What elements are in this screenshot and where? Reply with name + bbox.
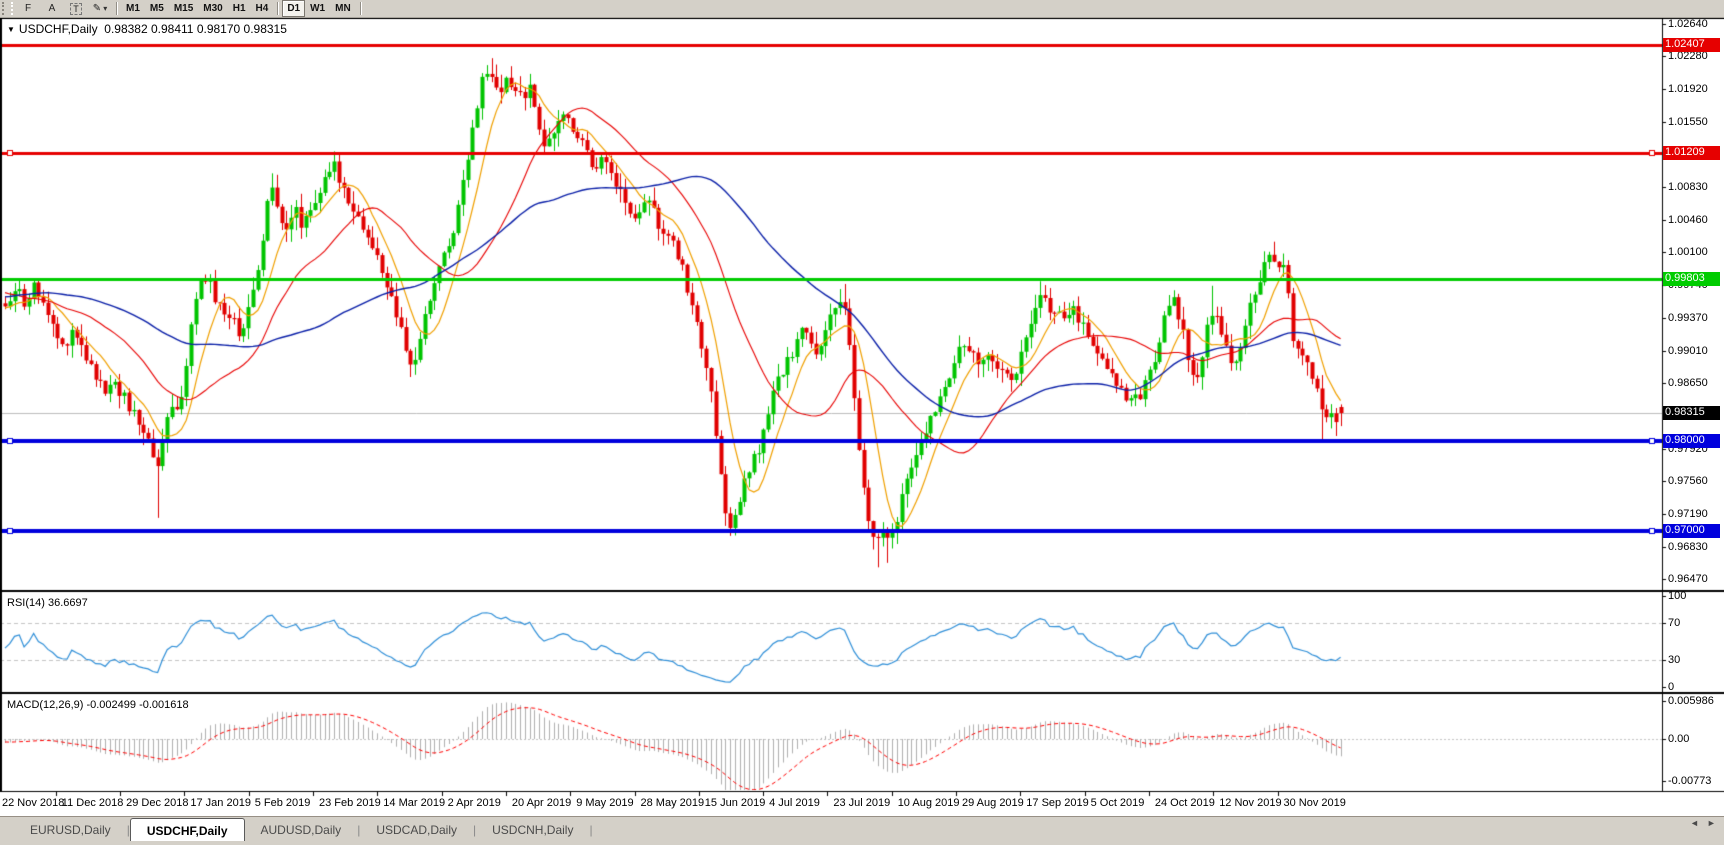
chart-symbol-label: USDCHF,Daily [18, 22, 98, 36]
date-axis-label: 29 Aug 2019 [962, 797, 1024, 809]
tab-separator: | [589, 822, 593, 837]
price-tick-label: 0.96830 [1668, 540, 1708, 553]
chart-ohlc-values: 0.98382 0.98411 0.98170 0.98315 [104, 22, 287, 36]
date-axis-label: 14 Mar 2019 [383, 797, 446, 809]
timeframe-button-mn[interactable]: MN [335, 3, 351, 14]
toolbar-grip[interactable] [2, 2, 13, 15]
tab-scroll-right-icon[interactable]: ► [1706, 818, 1724, 828]
date-axis-label: 2 Apr 2019 [447, 797, 501, 809]
tab-separator: | [357, 822, 361, 837]
date-axis-label: 30 Nov 2019 [1283, 797, 1346, 809]
tab-eurusd[interactable]: EURUSD,Daily [30, 822, 111, 837]
timeframe-button-h4[interactable]: H4 [255, 3, 269, 14]
date-axis-label: 9 May 2019 [576, 797, 634, 809]
price-tick-label: 0.99370 [1668, 312, 1708, 325]
dropdown-caret-icon[interactable]: ▾ [103, 4, 108, 13]
tab-separator: | [473, 822, 477, 837]
rsi-tick-label: 0 [1668, 681, 1675, 693]
price-tick-label: 1.01920 [1668, 82, 1708, 95]
fibonacci-tool-icon[interactable]: F [24, 3, 32, 14]
macd-label: MACD(12,26,9) -0.002499 -0.001618 [7, 699, 189, 711]
macd-tick-label: 0.00 [1668, 733, 1690, 745]
collapse-arrow-icon[interactable]: ▼ [7, 25, 15, 34]
timeframe-button-m15[interactable]: M15 [173, 3, 194, 14]
timeframe-button-m1[interactable]: M1 [126, 3, 140, 14]
price-tick-label: 1.00830 [1668, 180, 1708, 193]
tab-scroll-left-icon[interactable]: ◄ [1690, 818, 1707, 828]
price-tick-label: 0.97560 [1668, 474, 1708, 487]
price-badge-0.98000: 0.98000 [1663, 434, 1720, 449]
date-axis-label: 10 Aug 2019 [897, 797, 960, 809]
date-axis-label: 29 Dec 2018 [126, 797, 189, 809]
price-badge-0.98315: 0.98315 [1663, 406, 1720, 421]
timeframe-button-w1[interactable]: W1 [310, 3, 326, 14]
price-tick-label: 1.00100 [1668, 246, 1708, 259]
macd-tick-label: -0.00773 [1668, 775, 1712, 787]
drawing-tools-icon[interactable]: ✎ ▾ [92, 3, 108, 14]
price-badge-0.97000: 0.97000 [1663, 524, 1720, 539]
price-badge-1.01209: 1.01209 [1663, 145, 1720, 160]
date-axis-label: 24 Oct 2019 [1154, 797, 1215, 809]
text-annotation-tool-icon[interactable]: A [48, 3, 56, 14]
date-axis-label: 22 Nov 2018 [2, 797, 65, 809]
macd-tick-label: 0.005986 [1668, 695, 1714, 707]
date-axis-label: 20 Apr 2019 [511, 797, 572, 809]
date-axis-label: 5 Feb 2019 [254, 797, 311, 809]
date-axis-label: 5 Oct 2019 [1090, 797, 1145, 809]
rsi-tick-label: 100 [1668, 590, 1687, 602]
tab-separator: | [126, 822, 130, 837]
price-tick-label: 1.02640 [1668, 18, 1708, 31]
timeframe-button-h1[interactable]: H1 [232, 3, 246, 14]
date-axis-label: 4 Jul 2019 [769, 797, 820, 809]
price-tick-label: 0.99010 [1668, 344, 1708, 357]
price-tick-label: 0.98650 [1668, 376, 1708, 389]
rsi-label: RSI(14) 36.6697 [7, 597, 88, 609]
text-box-tool-icon[interactable]: T [64, 1, 88, 16]
timeframe-button-m30[interactable]: M30 [203, 3, 223, 14]
tab-usdcnh[interactable]: USDCNH,Daily [492, 822, 574, 837]
date-axis-label: 15 Jun 2019 [704, 797, 766, 809]
timeframe-button-d1[interactable]: D1 [282, 0, 306, 17]
toolbar-separator [116, 2, 117, 15]
rsi-tick-label: 70 [1668, 617, 1681, 630]
symbol-tab-bar: EURUSD,Daily | USDCHF,Daily AUDUSD,Daily | US… [0, 816, 1724, 842]
date-axis-label: 23 Jul 2019 [833, 797, 891, 809]
tab-usdcad[interactable]: USDCAD,Daily [376, 822, 457, 837]
chart-title: ▼ USDCHF,Daily 0.98382 0.98411 0.98170 0.… [7, 22, 287, 36]
date-axis-label: 17 Jan 2019 [190, 797, 251, 809]
date-axis-label: 12 Nov 2019 [1219, 797, 1282, 809]
toolbar-separator [359, 2, 361, 15]
price-tick-label: 1.02280 [1668, 50, 1708, 63]
tab-audusd[interactable]: AUDUSD,Daily [260, 822, 342, 837]
toolbar: F A T ✎ ▾ M1 M5 M15 M30 H1 H4 D1 W1 MN [0, 0, 1724, 18]
price-badge-1.02407: 1.02407 [1663, 37, 1720, 52]
timeframe-button-m5[interactable]: M5 [149, 3, 164, 14]
price-badge-0.99803: 0.99803 [1663, 272, 1720, 287]
price-tick-label: 0.97190 [1668, 508, 1708, 521]
tab-usdchf[interactable]: USDCHF,Daily [129, 818, 245, 842]
bottom-strip [0, 841, 1724, 845]
price-tick-label: 0.96470 [1668, 573, 1708, 586]
price-tick-label: 1.01550 [1668, 116, 1708, 129]
date-axis-label: 17 Sep 2019 [1026, 797, 1089, 809]
price-tick-label: 1.00460 [1668, 214, 1708, 227]
date-axis-label: 28 May 2019 [640, 797, 705, 809]
date-axis-label: 11 Dec 2018 [61, 797, 124, 809]
rsi-tick-label: 30 [1668, 653, 1681, 666]
date-axis-label: 23 Feb 2019 [319, 797, 381, 809]
